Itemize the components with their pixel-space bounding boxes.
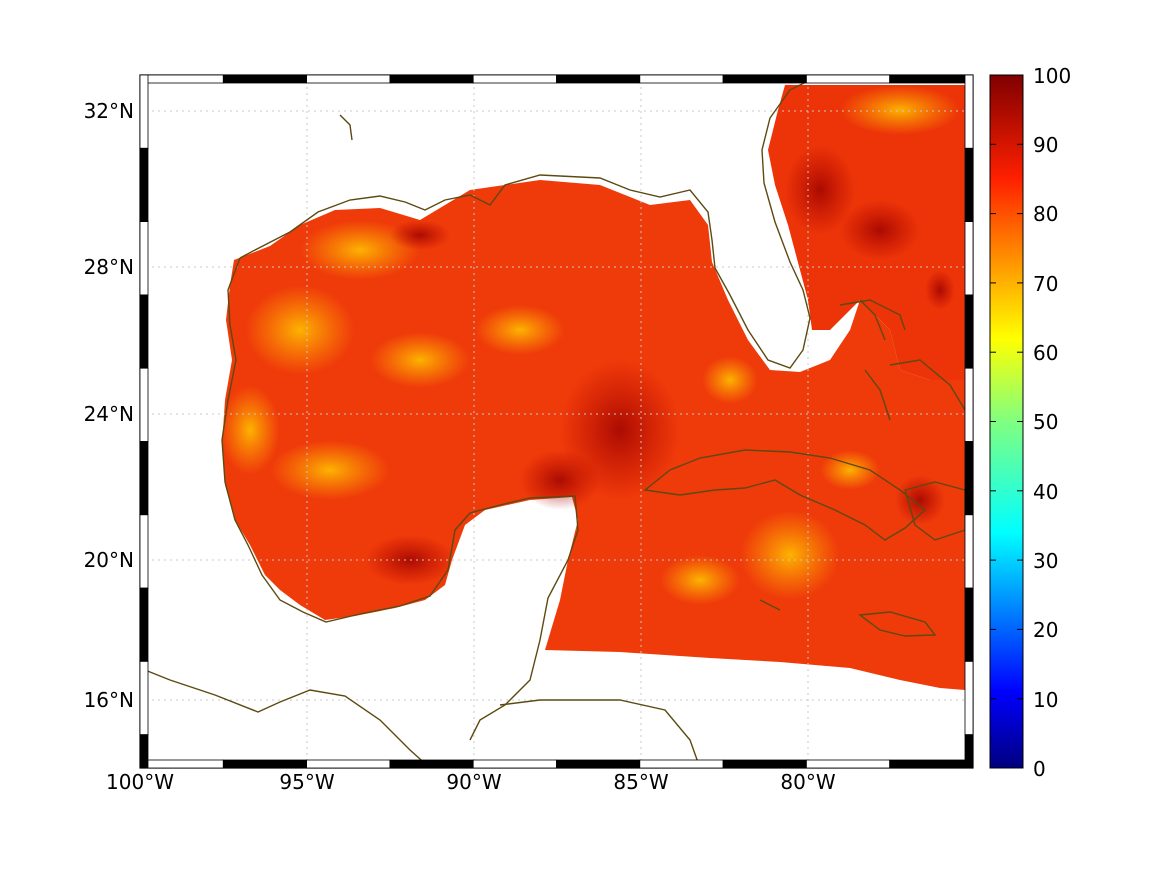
colorbar-tick-label: 20 — [1033, 618, 1058, 642]
border-segment — [472, 759, 557, 769]
border-segment — [222, 74, 308, 84]
colorbar-tick-label: 40 — [1033, 480, 1058, 504]
lon-tick-label: 80°W — [780, 770, 835, 794]
border-segment — [889, 74, 974, 84]
border-segment — [964, 221, 974, 296]
map-checkered-border — [139, 74, 974, 769]
longitude-tick-labels: 100°W 95°W 90°W 85°W 80°W — [106, 770, 836, 794]
border-segment — [139, 74, 149, 149]
lon-tick-label: 100°W — [106, 770, 174, 794]
border-segment — [639, 74, 724, 84]
colorbar-tick-label: 50 — [1033, 410, 1058, 434]
border-segment — [964, 587, 974, 662]
border-segment — [964, 367, 974, 442]
border-segment — [964, 514, 974, 589]
border-segment — [139, 759, 224, 769]
lat-tick-label: 20°N — [84, 548, 134, 572]
border-segment — [556, 759, 641, 769]
border-segment — [139, 734, 149, 769]
border-segment — [139, 514, 149, 589]
colorbar-tick-label: 90 — [1033, 133, 1058, 157]
lat-tick-label: 24°N — [84, 402, 134, 426]
colorbar-tick-label: 0 — [1033, 757, 1046, 781]
border-segment — [639, 759, 724, 769]
lat-tick-label: 28°N — [84, 255, 134, 279]
border-segment — [139, 74, 224, 84]
border-segment — [964, 74, 974, 149]
border-segment — [306, 74, 391, 84]
border-segment — [964, 147, 974, 223]
border-segment — [964, 441, 974, 516]
colorbar: 100 90 80 70 60 50 40 30 20 10 0 — [989, 64, 1071, 781]
border-segment — [964, 294, 974, 369]
border-segment — [964, 734, 974, 769]
border-segment — [389, 759, 474, 769]
latitude-tick-labels: 32°N 28°N 24°N 20°N 16°N — [84, 99, 134, 712]
border-segment — [139, 147, 149, 223]
border-segment — [139, 367, 149, 442]
border-segment — [964, 661, 974, 736]
lat-tick-label: 16°N — [84, 688, 134, 712]
border-segment — [389, 74, 474, 84]
border-segment — [139, 441, 149, 516]
border-segment — [806, 759, 891, 769]
colorbar-tick-label: 80 — [1033, 202, 1058, 226]
gridlines — [140, 75, 973, 768]
border-segment — [556, 74, 641, 84]
border-segment — [722, 759, 807, 769]
border-segment — [139, 221, 149, 296]
border-segment — [306, 759, 391, 769]
coastlines — [140, 75, 966, 768]
colorbar-tick-label: 60 — [1033, 341, 1058, 365]
border-segment — [889, 759, 974, 769]
border-segment — [139, 587, 149, 662]
colorbar-tick-label: 70 — [1033, 272, 1058, 296]
lat-tick-label: 32°N — [84, 99, 134, 123]
border-segment — [722, 74, 807, 84]
colorbar-ticks — [990, 74, 1023, 769]
colorbar-tick-label: 30 — [1033, 549, 1058, 573]
colorbar-tick-label: 10 — [1033, 688, 1058, 712]
border-segment — [806, 74, 891, 84]
border-segment — [139, 661, 149, 736]
lon-tick-label: 90°W — [446, 770, 501, 794]
border-segment — [472, 74, 557, 84]
lon-tick-label: 95°W — [279, 770, 334, 794]
colorbar-tick-labels: 100 90 80 70 60 50 40 30 20 10 0 — [1033, 64, 1071, 781]
border-segment — [139, 294, 149, 369]
border-segment — [222, 759, 308, 769]
lon-tick-label: 85°W — [613, 770, 668, 794]
colorbar-tick-label: 100 — [1033, 64, 1071, 88]
